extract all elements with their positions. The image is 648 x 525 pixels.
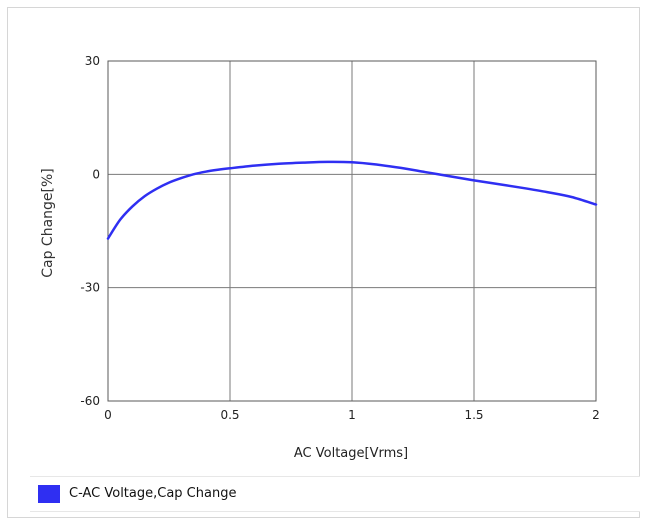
y-tick-label: 30 [85, 54, 100, 68]
legend: C-AC Voltage,Cap Change [30, 476, 640, 512]
y-tick-label: -30 [80, 281, 100, 295]
legend-label: C-AC Voltage,Cap Change [69, 486, 237, 501]
y-tick-label: -60 [80, 394, 100, 408]
x-tick-label: 2 [592, 408, 600, 422]
plot-area-border [107, 60, 597, 402]
chart-frame [7, 7, 640, 518]
y-tick-labels: 30 0 -30 -60 [80, 54, 100, 408]
series-lines [106, 160, 598, 240]
y-tick-label: 0 [92, 167, 100, 181]
x-tick-label: 0 [104, 408, 112, 422]
plot-area-rect [107, 60, 597, 402]
x-tick-label: 1 [348, 408, 356, 422]
legend-swatch [38, 485, 60, 503]
x-tick-labels: 0 0.5 1 1.5 2 [104, 408, 600, 422]
grid [107, 60, 597, 402]
y-axis-label: Cap Change[%] [40, 168, 56, 278]
x-tick-label: 1.5 [464, 408, 483, 422]
x-axis-label: AC Voltage[Vrms] [294, 446, 408, 461]
x-tick-label: 0.5 [220, 408, 239, 422]
series-line-0 [106, 160, 598, 240]
